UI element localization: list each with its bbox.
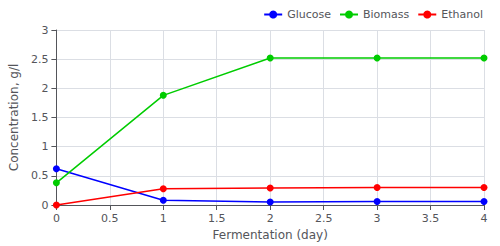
svg-text:0.5: 0.5 <box>101 212 119 225</box>
svg-text:2: 2 <box>267 212 274 225</box>
svg-text:Fermentation (day): Fermentation (day) <box>213 228 328 242</box>
svg-text:Biomass: Biomass <box>363 8 410 21</box>
svg-text:3.5: 3.5 <box>422 212 440 225</box>
svg-text:4: 4 <box>481 212 488 225</box>
svg-text:1.5: 1.5 <box>208 212 226 225</box>
svg-text:2.5: 2.5 <box>31 53 49 66</box>
svg-text:Ethanol: Ethanol <box>441 8 483 21</box>
svg-text:3: 3 <box>41 24 48 37</box>
svg-text:1: 1 <box>41 140 48 153</box>
svg-text:1.5: 1.5 <box>31 111 49 124</box>
svg-text:2: 2 <box>41 82 48 95</box>
svg-text:0: 0 <box>53 212 60 225</box>
svg-text:1: 1 <box>160 212 167 225</box>
svg-text:Glucose: Glucose <box>287 8 331 21</box>
svg-text:0: 0 <box>41 199 48 212</box>
svg-text:0.5: 0.5 <box>31 169 49 182</box>
svg-text:Concentration, g/l: Concentration, g/l <box>7 64 21 172</box>
svg-text:2.5: 2.5 <box>315 212 333 225</box>
svg-text:3: 3 <box>374 212 381 225</box>
